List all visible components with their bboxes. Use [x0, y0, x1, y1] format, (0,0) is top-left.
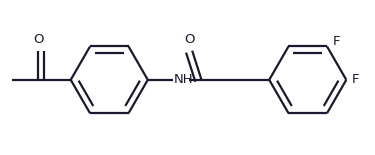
Text: NH: NH	[174, 73, 194, 86]
Text: O: O	[184, 33, 195, 46]
Text: O: O	[33, 33, 43, 46]
Text: F: F	[352, 73, 360, 86]
Text: F: F	[333, 35, 340, 48]
